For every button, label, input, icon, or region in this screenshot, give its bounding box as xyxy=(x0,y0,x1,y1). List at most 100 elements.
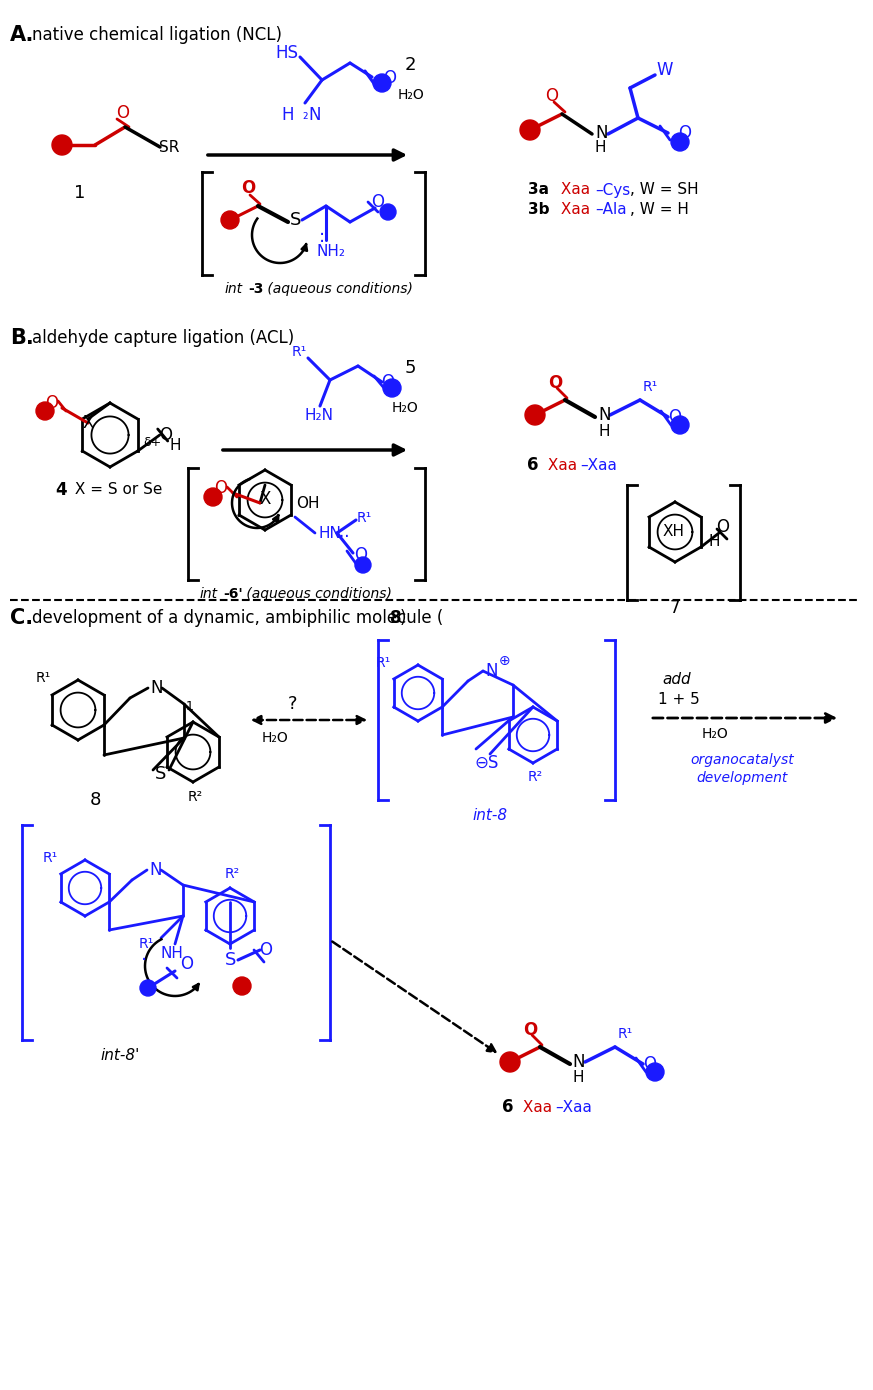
Text: O: O xyxy=(159,425,172,443)
Text: R¹: R¹ xyxy=(357,512,372,525)
Text: 2: 2 xyxy=(405,56,416,74)
Text: O: O xyxy=(678,124,691,142)
Text: R²: R² xyxy=(188,790,203,803)
Text: SR: SR xyxy=(159,139,179,154)
Text: native chemical ligation (NCL): native chemical ligation (NCL) xyxy=(32,26,282,44)
Text: ?: ? xyxy=(288,695,298,713)
Text: H: H xyxy=(282,106,294,124)
Text: O: O xyxy=(523,1022,537,1038)
Text: ⊕: ⊕ xyxy=(499,655,511,669)
Text: O: O xyxy=(669,409,682,425)
Text: (aqueous conditions): (aqueous conditions) xyxy=(242,587,392,600)
Text: HN: HN xyxy=(319,525,342,541)
Circle shape xyxy=(140,980,156,997)
Text: O: O xyxy=(717,518,730,537)
Text: R¹: R¹ xyxy=(618,1027,633,1041)
Text: O: O xyxy=(259,941,272,959)
Text: H₂O: H₂O xyxy=(702,727,728,741)
Text: 1 + 5: 1 + 5 xyxy=(658,692,700,708)
Text: X: X xyxy=(82,414,93,432)
Text: R¹: R¹ xyxy=(139,937,155,951)
Text: N: N xyxy=(598,406,610,424)
Text: H₂O: H₂O xyxy=(398,88,425,101)
Text: –Xaa: –Xaa xyxy=(555,1099,592,1115)
Circle shape xyxy=(525,404,545,425)
Text: , W = SH: , W = SH xyxy=(630,182,698,197)
Text: O: O xyxy=(45,393,58,411)
Text: O: O xyxy=(215,480,228,498)
Text: Xaa: Xaa xyxy=(556,182,590,197)
Circle shape xyxy=(233,977,251,995)
Text: ·​·: ·​· xyxy=(339,528,349,546)
Text: OH: OH xyxy=(296,495,320,510)
Text: 6: 6 xyxy=(502,1098,513,1116)
Text: int: int xyxy=(225,282,243,296)
Circle shape xyxy=(383,379,401,398)
Circle shape xyxy=(355,557,371,573)
Text: H₂O: H₂O xyxy=(392,400,419,416)
Text: C.: C. xyxy=(10,607,33,628)
Text: 8: 8 xyxy=(390,609,402,627)
Text: δ+: δ+ xyxy=(144,436,162,449)
Text: Xaa: Xaa xyxy=(543,457,577,473)
Text: 6: 6 xyxy=(527,456,539,474)
Text: A.: A. xyxy=(10,25,34,44)
Text: development: development xyxy=(697,771,787,785)
Text: 1: 1 xyxy=(186,699,194,713)
Text: int-8: int-8 xyxy=(472,809,507,823)
Text: development of a dynamic, ambiphilic molecule (: development of a dynamic, ambiphilic mol… xyxy=(32,609,443,627)
Text: int-8': int-8' xyxy=(100,1048,140,1063)
Text: –Cys: –Cys xyxy=(595,182,630,197)
Text: X = S or Se: X = S or Se xyxy=(70,482,162,498)
Text: 1: 1 xyxy=(74,183,86,202)
Text: ): ) xyxy=(400,609,407,627)
Circle shape xyxy=(646,1063,664,1081)
Text: O: O xyxy=(643,1055,656,1073)
Text: H₂N: H₂N xyxy=(304,409,333,424)
Circle shape xyxy=(500,1052,520,1072)
Text: 3b: 3b xyxy=(528,203,549,217)
Text: :: : xyxy=(319,228,325,246)
Text: NH: NH xyxy=(161,947,184,962)
Text: H: H xyxy=(709,535,720,549)
Circle shape xyxy=(520,120,540,140)
Text: O: O xyxy=(180,955,193,973)
Text: N: N xyxy=(485,662,498,680)
Text: R²: R² xyxy=(224,867,239,881)
Text: W: W xyxy=(656,61,672,79)
Circle shape xyxy=(52,135,72,156)
Text: ⊖S: ⊖S xyxy=(474,753,498,771)
Text: S: S xyxy=(225,951,237,969)
Text: int: int xyxy=(200,587,218,600)
Text: 7: 7 xyxy=(670,599,680,617)
Circle shape xyxy=(671,416,689,434)
Text: add: add xyxy=(662,673,691,688)
Text: O: O xyxy=(546,88,559,106)
Circle shape xyxy=(671,133,689,152)
Text: O: O xyxy=(383,70,396,88)
Text: –Xaa: –Xaa xyxy=(580,457,617,473)
Text: S: S xyxy=(155,765,167,783)
Text: –Ala: –Ala xyxy=(595,203,627,217)
Text: O: O xyxy=(354,546,368,564)
Text: H₂O: H₂O xyxy=(262,731,288,745)
Circle shape xyxy=(36,402,54,420)
Text: O: O xyxy=(548,374,562,392)
Text: N: N xyxy=(149,860,162,878)
Text: H: H xyxy=(169,438,182,453)
Text: organocatalyst: organocatalyst xyxy=(691,753,794,767)
Text: B.: B. xyxy=(10,328,34,348)
Text: O: O xyxy=(116,104,129,122)
Circle shape xyxy=(204,488,222,506)
Text: H: H xyxy=(595,140,607,156)
Text: N: N xyxy=(572,1054,585,1072)
Text: O: O xyxy=(372,193,384,211)
Text: O: O xyxy=(382,373,395,391)
Text: , W = H: , W = H xyxy=(630,203,689,217)
Circle shape xyxy=(221,211,239,229)
Text: R¹: R¹ xyxy=(643,379,658,393)
Text: N: N xyxy=(150,678,162,696)
Text: R¹: R¹ xyxy=(292,345,307,359)
Text: 8: 8 xyxy=(89,791,100,809)
Text: HS: HS xyxy=(275,44,298,63)
